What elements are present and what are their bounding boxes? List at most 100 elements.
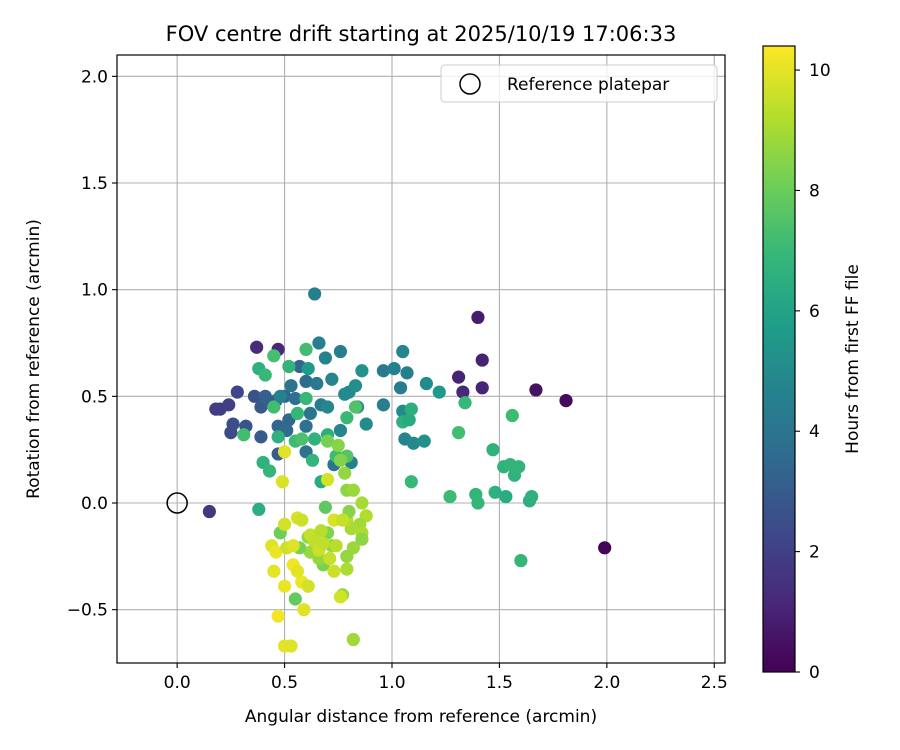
scatter-points bbox=[202, 287, 612, 653]
data-point bbox=[335, 513, 350, 527]
data-point bbox=[297, 603, 311, 617]
data-point bbox=[290, 564, 305, 578]
data-point bbox=[277, 579, 292, 593]
data-point bbox=[273, 389, 287, 403]
data-point bbox=[310, 376, 324, 391]
data-point bbox=[284, 379, 298, 393]
data-point bbox=[262, 464, 277, 478]
data-point bbox=[269, 545, 283, 559]
plot-frame bbox=[116, 54, 726, 664]
data-point bbox=[254, 430, 268, 444]
legend: Reference platepar bbox=[440, 64, 718, 103]
data-point bbox=[320, 434, 335, 448]
data-point bbox=[333, 590, 348, 604]
data-point bbox=[277, 445, 292, 459]
x-axis-label: Angular distance from reference (arcmin) bbox=[245, 707, 597, 727]
colorbar-label: Hours from first FF file bbox=[843, 264, 863, 454]
data-point bbox=[301, 362, 315, 376]
data-point bbox=[559, 394, 573, 408]
x-tick-label: 0.5 bbox=[271, 673, 298, 693]
data-point bbox=[355, 532, 369, 546]
y-axis-ticks: −0.5 0.0 0.5 1.0 1.5 2.0 bbox=[67, 67, 117, 621]
data-point bbox=[325, 372, 339, 386]
data-point bbox=[456, 385, 470, 399]
colorbar-tick-label: 0 bbox=[809, 663, 820, 683]
data-point bbox=[387, 362, 401, 376]
data-point bbox=[417, 434, 431, 448]
data-point bbox=[299, 342, 313, 356]
data-point bbox=[488, 485, 502, 499]
colorbar-ticks: 0 2 4 6 8 10 bbox=[795, 61, 831, 683]
data-point bbox=[346, 632, 360, 647]
data-point bbox=[320, 400, 335, 414]
data-point bbox=[323, 551, 337, 566]
data-point bbox=[376, 398, 391, 412]
data-point bbox=[308, 432, 322, 446]
data-point bbox=[340, 411, 354, 425]
data-point bbox=[305, 453, 320, 467]
y-tick-label: 0.0 bbox=[81, 494, 108, 514]
data-point bbox=[471, 496, 485, 510]
legend-reference-marker bbox=[459, 73, 481, 95]
x-axis-ticks: 0.0 0.5 1.0 1.5 2.0 2.5 bbox=[164, 663, 728, 693]
data-point bbox=[288, 592, 302, 606]
data-point bbox=[299, 391, 313, 406]
x-tick-label: 1.0 bbox=[378, 673, 405, 693]
data-point bbox=[286, 539, 300, 553]
data-point bbox=[406, 436, 421, 450]
y-tick-label: 2.0 bbox=[81, 67, 108, 87]
data-point bbox=[499, 490, 513, 504]
x-tick-label: 2.0 bbox=[593, 673, 620, 693]
data-point bbox=[252, 502, 266, 516]
colorbar-tick-label: 8 bbox=[809, 181, 820, 201]
data-point bbox=[295, 432, 309, 446]
data-point bbox=[486, 443, 500, 457]
data-point bbox=[529, 383, 543, 397]
data-point bbox=[277, 517, 292, 531]
colorbar-tick-label: 6 bbox=[809, 302, 820, 322]
data-point bbox=[299, 419, 313, 433]
data-point bbox=[355, 364, 369, 378]
data-point bbox=[471, 310, 485, 324]
y-tick-label: 1.0 bbox=[81, 281, 108, 301]
data-point bbox=[237, 428, 251, 442]
data-point bbox=[419, 376, 433, 391]
data-point bbox=[314, 524, 328, 538]
data-point bbox=[258, 368, 272, 382]
data-point bbox=[303, 406, 317, 420]
data-point bbox=[598, 541, 612, 555]
data-point bbox=[348, 400, 363, 414]
data-point bbox=[333, 344, 348, 359]
data-point bbox=[295, 513, 309, 527]
y-tick-label: 0.5 bbox=[81, 387, 108, 407]
data-point bbox=[267, 400, 281, 414]
data-point bbox=[348, 379, 363, 393]
x-tick-label: 1.5 bbox=[486, 673, 513, 693]
colorbar: 0 2 4 6 8 10 Hours from first FF file bbox=[762, 45, 863, 683]
legend-entry-reference: Reference platepar bbox=[507, 75, 669, 95]
data-point bbox=[267, 349, 281, 363]
data-point bbox=[525, 490, 539, 504]
data-point bbox=[331, 438, 345, 452]
data-point bbox=[250, 340, 264, 354]
data-point bbox=[505, 408, 519, 423]
data-point bbox=[451, 370, 466, 384]
data-point bbox=[299, 374, 313, 388]
data-point bbox=[355, 496, 369, 510]
data-point bbox=[318, 351, 332, 365]
colorbar-tick-label: 2 bbox=[809, 543, 820, 563]
data-point bbox=[404, 402, 418, 416]
data-point bbox=[475, 353, 489, 367]
data-point bbox=[226, 417, 240, 431]
data-point bbox=[290, 406, 305, 420]
data-point bbox=[320, 472, 335, 487]
data-point bbox=[340, 562, 354, 576]
data-point bbox=[308, 287, 322, 301]
data-point bbox=[327, 564, 341, 578]
data-point bbox=[271, 609, 285, 623]
data-point bbox=[443, 490, 457, 504]
colorbar-tick-label: 4 bbox=[809, 422, 820, 442]
data-point bbox=[312, 336, 326, 350]
y-axis-label: Rotation from reference (arcmin) bbox=[24, 219, 44, 499]
